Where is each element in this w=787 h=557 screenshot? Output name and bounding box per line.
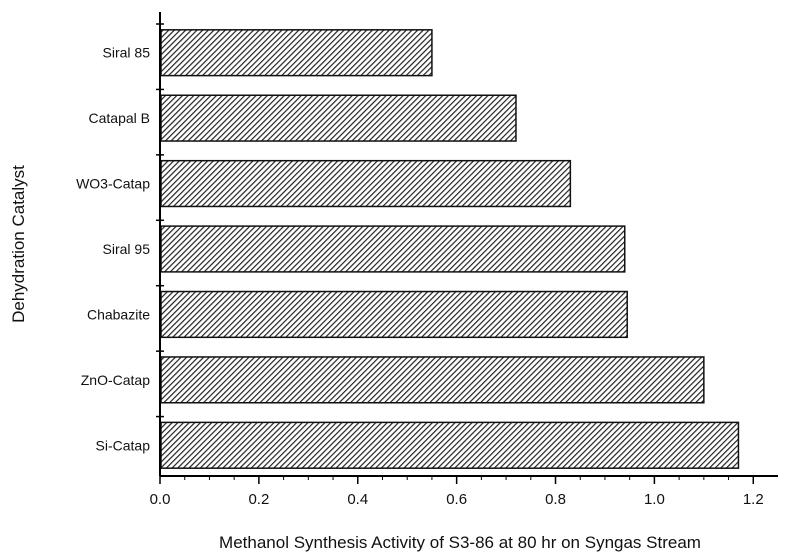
bar-catapal-b: [160, 94, 517, 142]
bar-siral-85: [160, 29, 433, 77]
y-axis-title: Dehydration Catalyst: [9, 165, 28, 323]
bar-chabazite: [160, 290, 628, 339]
bar-wo3-catap: [160, 159, 572, 208]
y-category-label: Siral 95: [103, 241, 151, 257]
x-tick-label: 0.4: [347, 491, 368, 508]
x-tick-label: 0.8: [545, 491, 566, 508]
bar-zno-catap: [160, 356, 705, 404]
y-categories-group: Siral 85 Catapal B WO3-Catap Siral 95 Chabaz…: [76, 23, 164, 453]
x-tick-label: 1.0: [644, 491, 665, 508]
y-category-label: WO3-Catap: [76, 176, 150, 192]
x-tick-label: 1.2: [743, 491, 764, 508]
x-axis-title: Methanol Synthesis Activity of S3-86 at …: [219, 533, 701, 552]
y-category-label: Si-Catap: [96, 437, 151, 453]
bars-group: [160, 29, 740, 469]
bar-siral-95: [160, 225, 626, 273]
x-tick-label: 0.2: [248, 491, 269, 508]
x-tick-label: 0.6: [446, 491, 467, 508]
x-ticks-group: 0.0 0.2 0.4 0.6 0.8 1.0 1.2: [150, 476, 764, 508]
y-category-label: Siral 85: [103, 45, 151, 61]
x-tick-label: 0.0: [150, 491, 171, 508]
y-category-label: Catapal B: [89, 110, 150, 126]
bar-si-catap: [160, 421, 740, 469]
y-category-label: ZnO-Catap: [81, 372, 150, 388]
y-category-label: Chabazite: [87, 306, 150, 322]
